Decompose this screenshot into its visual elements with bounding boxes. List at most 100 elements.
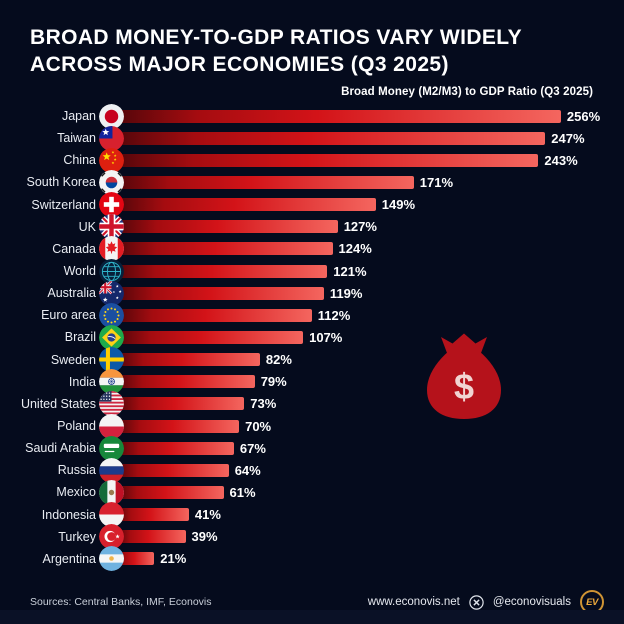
chart-row: United States 73% (0, 391, 624, 417)
chart-row: South Korea 171% (0, 170, 624, 195)
dollar-sign-glyph: $ (454, 366, 474, 407)
value-bar (118, 286, 324, 300)
bar-value-label: 41% (194, 507, 221, 523)
flag-russia-icon (99, 457, 124, 483)
bar-value-label: 121% (333, 263, 367, 279)
country-label: Argentina (42, 551, 96, 566)
chart-row: Argentina 21% (0, 546, 624, 572)
country-label: India (68, 374, 96, 389)
chart-row: Euro area 112% (0, 302, 624, 328)
chart-row: World 121% (0, 258, 624, 284)
country-label: Switzerland (31, 197, 96, 212)
flag-brazil-icon (99, 324, 124, 350)
flag-canada-icon (99, 236, 124, 262)
bar-value-label: 79% (260, 374, 287, 390)
footer: Sources: Central Banks, IMF, Econovis ww… (30, 590, 604, 614)
chart-row: Brazil 107% (0, 324, 624, 350)
value-bar (118, 264, 328, 278)
value-bar (118, 131, 546, 145)
bar-value-label: 64% (234, 462, 261, 478)
country-label: Euro area (41, 308, 96, 323)
flag-india-icon (99, 369, 124, 395)
country-label: United States (20, 396, 96, 411)
country-label: Russia (57, 463, 96, 478)
value-bar (118, 308, 312, 322)
flag-saudi-arabia-icon (99, 435, 124, 461)
social-handle: @econovisuals (492, 596, 571, 608)
country-label: Saudi Arabia (25, 441, 96, 456)
chart-row: Turkey 39% (0, 524, 624, 550)
country-label: Canada (52, 241, 96, 256)
footer-branding: www.econovis.net @econovisuals EV (368, 590, 604, 614)
value-bar (118, 242, 333, 256)
chart-row: Indonesia 41% (0, 502, 624, 528)
chart-row: Australia 119% (0, 280, 624, 306)
chart-row: Canada 124% (0, 236, 624, 262)
value-bar (118, 530, 186, 544)
flag-euro-area-icon (99, 302, 124, 328)
value-bar (118, 419, 240, 433)
title-line-2: ACROSS MAJOR ECONOMIES (Q3 2025) (30, 53, 449, 76)
chart-row: India 79% (0, 369, 624, 395)
flag-poland-icon (99, 413, 124, 439)
bar-value-label: 107% (309, 329, 343, 345)
country-label: UK (78, 219, 96, 234)
sources-note: Sources: Central Banks, IMF, Econovis (30, 596, 212, 608)
website-url: www.econovis.net (367, 596, 460, 608)
bar-value-label: 124% (338, 241, 372, 257)
country-label: Sweden (50, 352, 96, 367)
value-bar (118, 441, 234, 455)
chart-row: Switzerland 149% (0, 192, 624, 218)
value-bar (118, 508, 189, 522)
value-bar (118, 463, 229, 477)
chart-row: Japan 256% (0, 103, 624, 129)
flag-mexico-icon (99, 479, 124, 505)
money-bag-icon: $ (421, 331, 507, 425)
value-bar (118, 198, 376, 212)
chart-row: China 243% (0, 147, 624, 173)
value-bar (118, 397, 245, 411)
bar-value-label: 61% (229, 484, 256, 500)
flag-indonesia-icon (99, 502, 124, 528)
bar-value-label: 82% (265, 352, 292, 368)
bar-value-label: 127% (343, 219, 377, 235)
flag-united-states-icon (99, 391, 124, 417)
value-bar (118, 220, 338, 234)
bar-value-label: 247% (551, 130, 585, 146)
bar-value-label: 67% (239, 440, 266, 456)
flag-japan-icon (99, 103, 124, 129)
x-social-icon (469, 594, 484, 610)
value-bar (118, 175, 414, 189)
flag-taiwan-icon (99, 125, 124, 151)
bar-value-label: 112% (317, 307, 351, 323)
flag-south-korea-icon (99, 170, 124, 195)
country-label: Australia (47, 286, 96, 301)
value-bar (118, 330, 304, 344)
bar-value-label: 243% (544, 152, 578, 168)
flag-argentina-icon (99, 546, 124, 572)
chart-row: Mexico 61% (0, 479, 624, 505)
econovis-logo-text: EV (586, 596, 598, 608)
bottom-border (0, 610, 624, 624)
page-title: BROAD MONEY-TO-GDP RATIOS VARY WIDELY AC… (30, 24, 522, 78)
chart-row: Saudi Arabia 67% (0, 435, 624, 461)
value-bar (118, 485, 224, 499)
value-bar (118, 552, 155, 566)
bar-value-label: 171% (419, 174, 454, 190)
chart-row: UK 127% (0, 214, 624, 240)
flag-turkey-icon (99, 524, 124, 550)
bar-value-label: 149% (381, 197, 416, 213)
country-label: South Korea (26, 175, 97, 190)
bar-value-label: 21% (160, 551, 187, 567)
title-line-1: BROAD MONEY-TO-GDP RATIOS VARY WIDELY (30, 26, 523, 49)
country-label: Mexico (56, 485, 96, 500)
chart-row: Poland 70% (0, 413, 624, 439)
flag-china-icon (99, 147, 124, 173)
flag-world-icon (99, 258, 124, 284)
bar-value-label: 70% (245, 418, 272, 434)
value-bar (118, 353, 260, 367)
chart-subtitle: Broad Money (M2/M3) to GDP Ratio (Q3 202… (341, 86, 593, 98)
flag-australia-icon (99, 280, 124, 306)
chart-row: Sweden 82% (0, 347, 624, 373)
